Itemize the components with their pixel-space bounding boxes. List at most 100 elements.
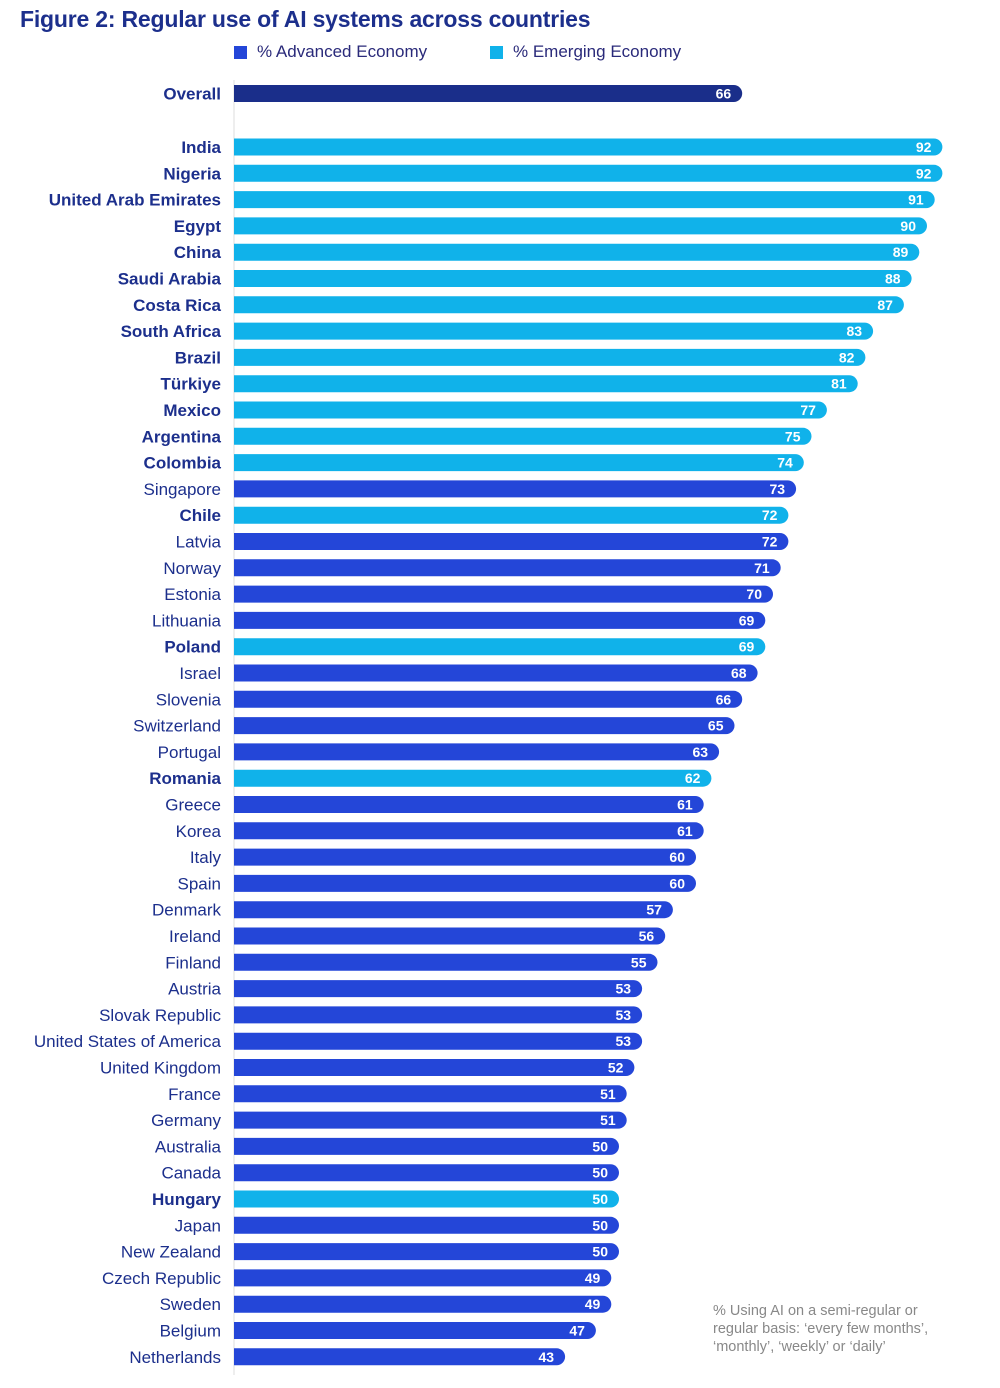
bar-colombia (234, 454, 804, 472)
value-label-overall: 66 (716, 86, 732, 102)
value-label-japan: 50 (592, 1217, 608, 1233)
value-label-slovenia: 66 (716, 691, 732, 707)
category-label-belgium: Belgium (160, 1322, 221, 1341)
category-label-greece: Greece (165, 796, 221, 815)
value-label-switzerland: 65 (708, 718, 724, 734)
bar-united-kingdom (234, 1059, 635, 1076)
value-label-belgium: 47 (569, 1323, 585, 1339)
category-label-ireland: Ireland (169, 927, 221, 946)
value-label-south-africa: 83 (847, 323, 863, 339)
value-label-sweden: 49 (585, 1296, 601, 1312)
bar-overall (234, 85, 743, 102)
category-label-brazil: Brazil (175, 348, 221, 367)
category-label-egypt: Egypt (174, 217, 222, 236)
category-label-argentina: Argentina (142, 427, 222, 446)
bar-argentina (234, 427, 812, 445)
legend-swatch-advanced (234, 45, 247, 59)
value-label-nigeria: 92 (916, 165, 932, 181)
category-label-nigeria: Nigeria (163, 164, 221, 183)
category-label-united-states-of-america: United States of America (34, 1032, 222, 1051)
legend: % Advanced Economy % Emerging Economy (0, 42, 1000, 64)
bar-norway (234, 559, 781, 577)
category-label-china: China (174, 243, 222, 262)
bar-czech-republic (234, 1269, 612, 1287)
category-label-denmark: Denmark (152, 901, 221, 920)
bar-canada (234, 1164, 619, 1182)
category-label-slovenia: Slovenia (156, 690, 222, 709)
value-label-portugal: 63 (693, 744, 709, 760)
bar-romania (234, 769, 712, 787)
value-label-canada: 50 (592, 1165, 608, 1181)
bar-japan (234, 1216, 619, 1234)
category-label-new-zealand: New Zealand (121, 1243, 221, 1262)
bar-israel (234, 664, 758, 682)
bar-saudi-arabia (234, 270, 912, 287)
category-label-latvia: Latvia (176, 533, 222, 552)
value-label-france: 51 (600, 1086, 616, 1102)
value-label-brazil: 82 (839, 349, 855, 365)
bar-latvia (234, 533, 789, 550)
value-label-denmark: 57 (646, 902, 662, 918)
value-label-romania: 62 (685, 770, 701, 786)
legend-item-advanced: % Advanced Economy (234, 42, 427, 62)
category-label-italy: Italy (190, 848, 222, 867)
legend-label-advanced: % Advanced Economy (257, 42, 428, 61)
bar-poland (234, 638, 766, 656)
category-label-france: France (168, 1085, 221, 1104)
bar-greece (234, 796, 704, 813)
value-label-india: 92 (916, 139, 932, 155)
category-label-israel: Israel (179, 664, 221, 683)
category-label-mexico: Mexico (163, 401, 221, 420)
bar-lithuania (234, 611, 766, 629)
value-label-united-kingdom: 52 (608, 1060, 624, 1076)
value-label-colombia: 74 (777, 455, 793, 471)
category-label-india: India (181, 138, 221, 157)
value-label-greece: 61 (677, 797, 693, 813)
category-label-sweden: Sweden (160, 1295, 221, 1314)
bar-netherlands (234, 1348, 566, 1366)
bar-hungary (234, 1190, 619, 1208)
category-label-portugal: Portugal (158, 743, 221, 762)
value-label-slovak-republic: 53 (616, 1007, 632, 1023)
value-label-saudi-arabia: 88 (885, 271, 901, 287)
value-label-israel: 68 (731, 665, 747, 681)
value-label-singapore: 73 (770, 481, 786, 497)
category-label-australia: Australia (155, 1137, 222, 1156)
category-label-overall: Overall (163, 85, 221, 104)
category-label-norway: Norway (163, 559, 221, 578)
value-label-czech-republic: 49 (585, 1270, 601, 1286)
value-label-new-zealand: 50 (592, 1244, 608, 1260)
bar-chile (234, 506, 789, 524)
category-label-hungary: Hungary (152, 1190, 222, 1209)
category-label-switzerland: Switzerland (133, 717, 221, 736)
category-label-colombia: Colombia (144, 454, 222, 473)
category-label-estonia: Estonia (164, 585, 221, 604)
category-label-korea: Korea (176, 822, 222, 841)
legend-swatch-emerging (490, 45, 503, 59)
bar-denmark (234, 901, 673, 919)
category-label-japan: Japan (175, 1216, 221, 1235)
bar-united-arab-emirates (234, 191, 935, 209)
category-label-slovak-republic: Slovak Republic (99, 1006, 221, 1025)
bar-india (234, 138, 943, 156)
bar-spain (234, 874, 696, 892)
value-label-mexico: 77 (800, 402, 816, 418)
bar-nigeria (234, 164, 943, 182)
footnote: % Using AI on a semi-regular or regular … (713, 1303, 929, 1355)
value-label-united-states-of-america: 53 (616, 1033, 632, 1049)
bar-brazil (234, 348, 866, 366)
value-label-china: 89 (893, 244, 909, 260)
bar-united-states-of-america (234, 1032, 643, 1050)
value-label-hungary: 50 (592, 1191, 608, 1207)
category-label-austria: Austria (168, 980, 221, 999)
value-label-costa-rica: 87 (877, 297, 893, 313)
bar-austria (234, 980, 643, 998)
value-label-egypt: 90 (900, 218, 916, 234)
value-label-united-arab-emirates: 91 (908, 192, 924, 208)
bar-costa-rica (234, 296, 904, 314)
chart-title: Figure 2: Regular use of AI systems acro… (20, 6, 591, 32)
value-label-chile: 72 (762, 507, 778, 523)
bar-finland (234, 953, 658, 971)
category-label-united-kingdom: United Kingdom (100, 1059, 221, 1078)
category-label-costa-rica: Costa Rica (133, 296, 221, 315)
